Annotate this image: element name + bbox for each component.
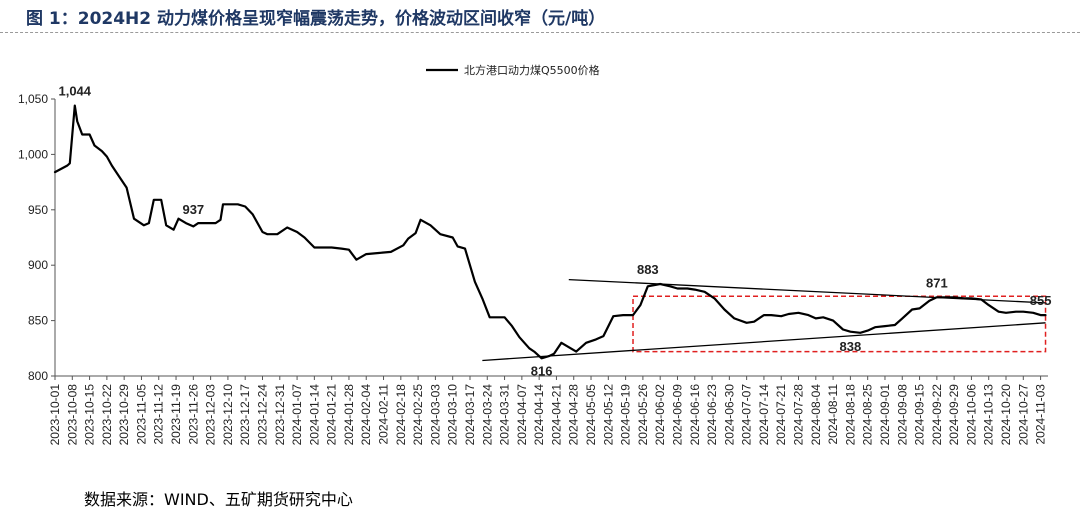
x-tick-label: 2024-08-18	[843, 384, 857, 446]
legend-label: 北方港口动力煤Q5500价格	[464, 63, 600, 77]
x-tick-label: 2024-03-31	[498, 384, 512, 446]
x-tick-label: 2024-03-17	[463, 384, 477, 446]
x-tick-label: 2023-12-24	[255, 384, 269, 446]
x-tick-label: 2024-08-25	[861, 384, 875, 446]
x-tick-label: 2024-03-03	[428, 384, 442, 446]
x-tick-label: 2024-05-05	[584, 384, 598, 446]
data-label: 816	[531, 363, 553, 378]
data-label: 855	[1030, 293, 1052, 308]
x-tick-label: 2024-05-26	[636, 384, 650, 446]
data-label: 937	[182, 202, 204, 217]
x-tick-label: 2023-11-05	[134, 384, 148, 445]
x-tick-label: 2024-09-29	[947, 384, 961, 446]
y-tick-label: 800	[28, 369, 48, 383]
x-tick-label: 2024-06-23	[705, 384, 719, 446]
highlight-box	[632, 295, 1047, 353]
x-tick-label: 2024-09-01	[878, 384, 892, 446]
x-tick-label: 2024-11-03	[1034, 384, 1048, 445]
y-tick-label: 900	[28, 258, 48, 272]
x-tick-label: 2024-07-07	[740, 384, 754, 446]
x-tick-label: 2024-05-19	[619, 384, 633, 446]
x-tick-label: 2024-08-11	[826, 384, 840, 445]
x-tick-label: 2023-10-01	[48, 384, 62, 446]
x-tick-label: 2023-11-19	[169, 384, 183, 445]
x-tick-label: 2024-10-20	[999, 384, 1013, 446]
highlight-box-layer	[632, 295, 1047, 353]
x-tick-label: 2024-06-16	[688, 384, 702, 446]
x-tick-label: 2024-05-12	[601, 384, 615, 446]
lower-trend-line	[482, 322, 1046, 362]
x-tick-label: 2024-01-21	[325, 384, 339, 446]
x-tick-label: 2023-10-29	[117, 384, 131, 446]
x-tick-label: 2024-07-28	[792, 384, 806, 446]
data-label: 1,044	[58, 84, 91, 99]
x-tick-label: 2023-12-17	[238, 384, 252, 446]
x-tick-label: 2024-09-08	[895, 384, 909, 446]
x-tick-label: 2024-10-06	[964, 384, 978, 446]
x-tick-label: 2023-12-31	[273, 384, 287, 446]
x-tick-label: 2024-09-22	[930, 384, 944, 446]
x-tick-label: 2024-06-02	[653, 384, 667, 446]
x-tick-label: 2023-10-08	[65, 384, 79, 446]
x-tick-label: 2024-02-18	[394, 384, 408, 446]
x-tick-label: 2024-06-30	[722, 384, 736, 446]
x-tick-label: 2023-12-10	[221, 384, 235, 446]
x-tick-label: 2024-09-15	[913, 384, 927, 446]
x-tick-label: 2024-01-14	[307, 384, 321, 446]
x-tick-label: 2024-10-13	[982, 384, 996, 446]
x-tick-label: 2023-10-22	[100, 384, 114, 446]
x-tick-label: 2024-04-14	[532, 384, 546, 446]
y-axis: 800 850 900 950 1,000 1,050	[18, 92, 56, 383]
x-tick-label: 2024-04-07	[515, 384, 529, 446]
x-tick-label: 2024-04-21	[549, 384, 563, 446]
trend-lines-layer	[482, 278, 1046, 362]
y-tick-label: 950	[28, 203, 48, 217]
x-tick-label: 2023-10-15	[83, 384, 97, 446]
x-tick-label: 2024-02-04	[359, 384, 373, 446]
y-tick-label: 850	[28, 314, 48, 328]
x-axis: 2023-10-01 2023-10-08 2023-10-15 2023-10-22…	[48, 375, 1048, 446]
x-tick-label: 2024-10-27	[1016, 384, 1030, 446]
title-divider	[0, 32, 1080, 33]
data-label: 838	[840, 339, 862, 354]
x-tick-label: 2024-01-07	[290, 384, 304, 446]
series-line	[53, 104, 1047, 360]
x-tick-label: 2024-04-28	[567, 384, 581, 446]
x-tick-label: 2023-11-12	[152, 384, 166, 445]
x-tick-label: 2024-01-28	[342, 384, 356, 446]
x-tick-label: 2024-07-14	[757, 384, 771, 446]
data-label: 871	[926, 275, 948, 290]
data-label: 883	[637, 262, 659, 277]
annotations-layer: 1,044 937 816 883 838 871 855	[58, 84, 1051, 379]
x-tick-label: 2023-12-03	[204, 384, 218, 446]
x-tick-label: 2024-03-24	[480, 384, 494, 446]
series-layer	[53, 104, 1047, 360]
legend: 北方港口动力煤Q5500价格	[426, 63, 600, 77]
y-tick-label: 1,000	[18, 147, 48, 161]
x-tick-label: 2024-02-25	[411, 384, 425, 446]
x-tick-label: 2024-08-04	[809, 384, 823, 446]
x-tick-label: 2024-06-09	[670, 384, 684, 446]
x-tick-label: 2024-02-11	[377, 384, 391, 445]
source-note: 数据来源：WIND、五矿期货研究中心	[84, 490, 353, 509]
x-tick-label: 2024-03-10	[446, 384, 460, 446]
page-title: 图 1：2024H2 动力煤价格呈现窄幅震荡走势，价格波动区间收窄（元/吨）	[26, 9, 606, 29]
x-tick-label: 2023-11-26	[186, 384, 200, 445]
x-tick-label: 2024-07-21	[774, 384, 788, 446]
y-tick-label: 1,050	[18, 92, 48, 106]
